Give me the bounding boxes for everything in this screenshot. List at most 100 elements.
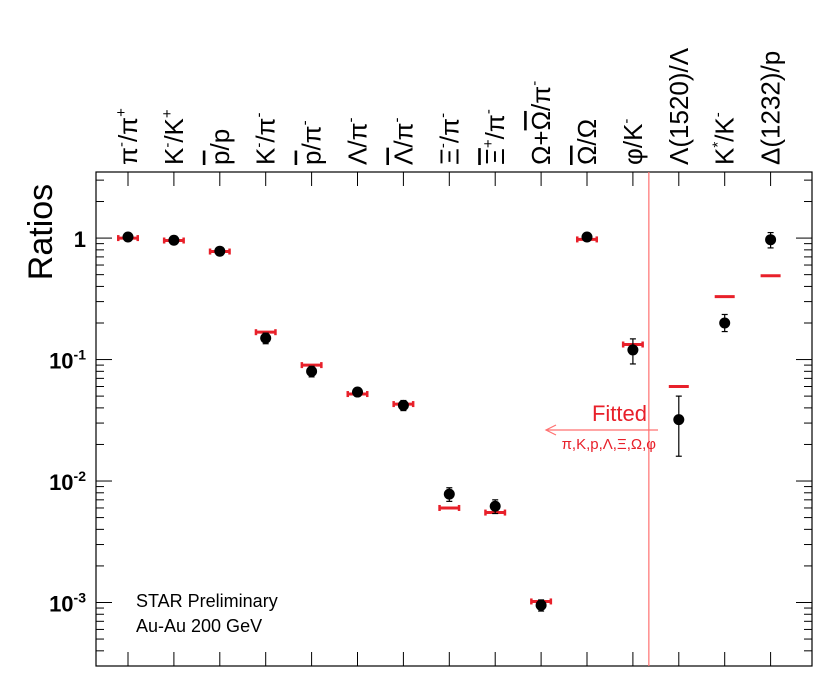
fit-marker-cap-right: [503, 509, 507, 516]
category-label-text: Λ/π: [343, 122, 373, 165]
fit-marker-cap-right: [366, 391, 369, 398]
category-label-superscript: -: [251, 112, 268, 117]
category-label: K-/K+: [159, 109, 189, 165]
data-point: [443, 488, 455, 500]
plot-frame: [95, 171, 813, 667]
fit-marker-cap-right: [274, 329, 277, 336]
data-point: [719, 317, 731, 329]
category-label-text: K: [159, 147, 189, 165]
category-label-text: Ω: [572, 146, 602, 165]
category-label: p/p: [205, 129, 235, 165]
data-point: [397, 399, 409, 411]
fit-marker-cap-left: [162, 237, 166, 244]
category-label-text: K: [710, 147, 740, 165]
category-label-superscript: +: [159, 109, 176, 118]
category-label-superscript: -: [618, 119, 635, 124]
fit-marker-cap-left: [117, 235, 120, 242]
fitted-annotation: Fitted π,K,p,Λ,Ξ,Ω,φ: [544, 401, 658, 453]
category-label: Ω/Ω: [572, 119, 602, 165]
category-label-superscript: -: [434, 143, 451, 148]
category-label-text: /π: [480, 114, 510, 139]
y-tick-label-base: 10: [49, 349, 73, 374]
category-label-superscript: -: [710, 112, 727, 117]
category-label-text: /π: [251, 117, 281, 142]
fit-marker-cap-right: [411, 401, 415, 408]
category-label-text: Ξ: [434, 148, 464, 165]
category-label: K-/π-: [251, 112, 281, 165]
category-label-text: /Ω: [572, 119, 602, 146]
y-tick-label-exponent: -1: [74, 347, 87, 363]
y-tick-label-base: 10: [49, 591, 73, 616]
category-label-superscript: +: [480, 139, 497, 148]
data-point: [581, 231, 593, 243]
experiment-label: STAR Preliminary: [136, 591, 278, 611]
category-labels: π-/π+K-/K+p/pK-/π-p/π- Λ/π-Λ/π-Ξ-/π-Ξ+/π-…: [113, 47, 786, 165]
category-label: Λ/π-: [343, 117, 373, 165]
fit-marker-cap-right: [641, 341, 644, 348]
category-label: Ξ+/π-: [480, 109, 510, 165]
data-point: [260, 332, 272, 344]
category-label-text: /K: [159, 117, 189, 142]
y-axis-ticks: [96, 179, 812, 667]
fit-marker-cap-right: [595, 236, 598, 243]
fit-marker-cap-left: [576, 236, 579, 243]
data-point: [168, 234, 180, 246]
category-label: Λ/π-: [388, 117, 418, 165]
category-label-text: p: [297, 151, 327, 165]
category-label-text: /p: [205, 129, 235, 151]
category-label: Ω+Ω/π-: [526, 81, 556, 165]
y-tick-label: 1: [74, 227, 86, 252]
category-label-text: Ω: [526, 111, 556, 130]
fitted-arrow-head: [544, 424, 557, 436]
category-label-text: π: [113, 147, 143, 165]
category-label-superscript: -: [526, 81, 543, 86]
category-label-superscript: -: [388, 117, 405, 122]
fit-marker-cap-left: [438, 504, 441, 511]
y-tick-label-exponent: -3: [74, 589, 87, 605]
category-label-superscript: *: [710, 142, 727, 148]
category-label-superscript: -: [113, 142, 130, 147]
category-label-text: Λ(1520)/Λ: [664, 47, 694, 165]
category-label-text: Ξ: [480, 148, 510, 165]
fitted-species-label: π,K,p,Λ,Ξ,Ω,φ: [562, 436, 657, 453]
x-axis-ticks: [127, 172, 772, 666]
y-tick-label-exponent: -2: [74, 468, 87, 484]
category-label-superscript: -: [251, 143, 268, 148]
fitted-label: Fitted: [592, 401, 647, 426]
fit-marker-cap-left: [208, 248, 212, 255]
fit-marker-cap-right: [320, 362, 323, 369]
category-label-text: /π: [526, 86, 556, 111]
category-label-superscript: -: [434, 113, 451, 118]
fit-marker-cap-left: [300, 362, 304, 369]
category-label-superscript: -: [297, 120, 314, 125]
system-label: Au-Au 200 GeV: [136, 616, 262, 636]
category-label-text: /π: [434, 118, 464, 143]
fit-marker-cap-left: [254, 329, 258, 336]
data-point: [122, 231, 134, 243]
category-label-text: /K: [710, 117, 740, 142]
category-label-text: p: [205, 151, 235, 165]
y-tick-labels: 110-110-210-3: [49, 227, 86, 616]
data-point: [352, 386, 363, 398]
category-label: Ξ-/π-: [434, 113, 464, 165]
category-label-text: Ω+: [526, 130, 556, 165]
data-point: [306, 365, 318, 377]
fit-marker-cap-right: [549, 598, 553, 605]
data-point: [489, 500, 501, 512]
category-label-text: φ/K: [618, 123, 648, 165]
fit-marker-cap-right: [136, 235, 139, 242]
y-tick-label-base: 10: [49, 470, 73, 495]
data-point: [214, 245, 226, 257]
fit-marker-cap-right: [457, 504, 461, 511]
category-label-superscript: +: [113, 108, 130, 117]
fit-marker-cap-right: [228, 248, 231, 255]
fit-marker-cap-left: [392, 401, 395, 408]
category-label: p/π-: [297, 120, 327, 165]
category-label: π-/π+: [113, 108, 143, 165]
category-label-text: /π: [297, 125, 327, 150]
category-label: φ/K-: [618, 119, 648, 165]
data-point: [535, 599, 547, 611]
category-label-text: K: [251, 147, 281, 165]
category-label: Λ(1520)/Λ: [664, 47, 694, 165]
